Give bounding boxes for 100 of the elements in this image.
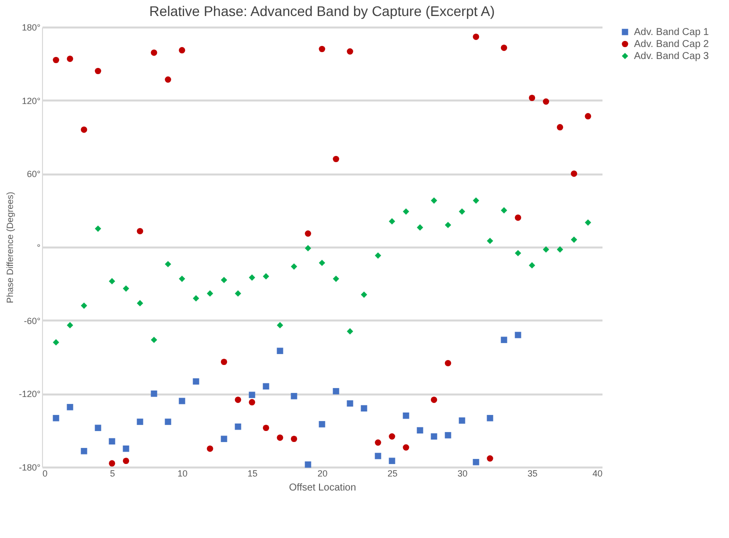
x-tick-label: 35	[527, 468, 538, 478]
point	[472, 197, 480, 204]
x-tick-label: 30	[457, 468, 468, 478]
point	[234, 396, 242, 403]
point	[304, 245, 312, 252]
point	[584, 219, 592, 226]
point	[346, 328, 354, 334]
point	[192, 378, 200, 385]
x-tick-label: 10	[177, 468, 188, 478]
point	[444, 360, 452, 366]
y-tick-label: -120°	[18, 389, 41, 400]
point	[276, 434, 284, 441]
point	[444, 222, 452, 228]
point	[220, 436, 228, 442]
point	[486, 414, 494, 422]
point	[514, 250, 522, 256]
point	[374, 252, 382, 259]
point	[206, 446, 214, 452]
point	[332, 276, 340, 282]
point	[220, 358, 228, 366]
legend-label: Adv. Band Cap 2	[634, 39, 710, 50]
point	[94, 68, 102, 74]
point	[528, 94, 536, 102]
point	[52, 414, 60, 422]
point	[556, 124, 564, 130]
point	[52, 56, 60, 64]
point	[304, 461, 312, 468]
point	[136, 228, 144, 234]
point	[178, 276, 186, 282]
point	[234, 290, 242, 297]
point	[374, 452, 382, 460]
point	[430, 197, 438, 204]
point	[94, 424, 102, 432]
point	[416, 427, 424, 434]
point	[108, 460, 116, 466]
point	[164, 418, 172, 425]
point	[290, 263, 298, 270]
point	[584, 113, 592, 120]
point	[108, 278, 116, 284]
point	[66, 404, 74, 410]
point	[542, 98, 550, 105]
point	[374, 439, 382, 446]
point	[80, 302, 88, 309]
point	[514, 214, 522, 221]
y-tick-label: -180°	[18, 462, 41, 472]
point	[542, 246, 550, 253]
point	[500, 44, 508, 51]
x-tick-label: 40	[592, 468, 602, 478]
legend-label: Adv. Band Cap 3	[634, 51, 710, 62]
point	[416, 224, 424, 231]
point	[458, 208, 466, 215]
point	[500, 336, 508, 344]
y-tick-label: 60°	[26, 169, 41, 180]
point	[388, 458, 396, 464]
point	[514, 332, 522, 338]
point	[248, 392, 256, 398]
point	[262, 273, 270, 280]
point	[472, 458, 480, 466]
point	[150, 50, 158, 56]
point	[360, 405, 368, 412]
point	[108, 438, 116, 444]
point	[402, 208, 410, 215]
point	[178, 398, 186, 404]
point	[332, 388, 340, 394]
point	[122, 285, 130, 292]
point	[458, 417, 466, 424]
point	[486, 455, 494, 462]
point	[346, 48, 354, 55]
point	[80, 448, 88, 454]
y-tick-label: 180°	[22, 22, 41, 32]
legend-label: Adv. Band Cap 1	[634, 27, 710, 38]
point	[388, 218, 396, 224]
point	[318, 421, 326, 428]
point	[276, 348, 284, 354]
point	[500, 207, 508, 214]
point	[66, 56, 74, 62]
point	[262, 424, 270, 432]
point	[570, 170, 578, 177]
point	[290, 436, 298, 442]
point	[248, 274, 256, 281]
point	[80, 126, 88, 133]
point	[430, 396, 438, 403]
point	[192, 295, 200, 302]
point	[528, 262, 536, 268]
y-tick-label: 120°	[22, 96, 41, 106]
point	[360, 292, 368, 298]
point	[388, 433, 396, 440]
point	[122, 446, 130, 452]
point	[346, 400, 354, 407]
x-tick-label: 20	[317, 468, 328, 478]
x-tick-label: 15	[247, 468, 258, 478]
chart-title: Relative Phase: Advanced Band by Capture (Excerpt A)	[149, 3, 495, 19]
point	[136, 300, 144, 306]
point	[206, 290, 214, 297]
point	[164, 260, 172, 268]
point	[178, 47, 186, 54]
x-tick-label: 0	[42, 468, 48, 478]
point	[122, 458, 130, 464]
point	[570, 236, 578, 243]
y-tick-label: -60°	[24, 316, 41, 326]
